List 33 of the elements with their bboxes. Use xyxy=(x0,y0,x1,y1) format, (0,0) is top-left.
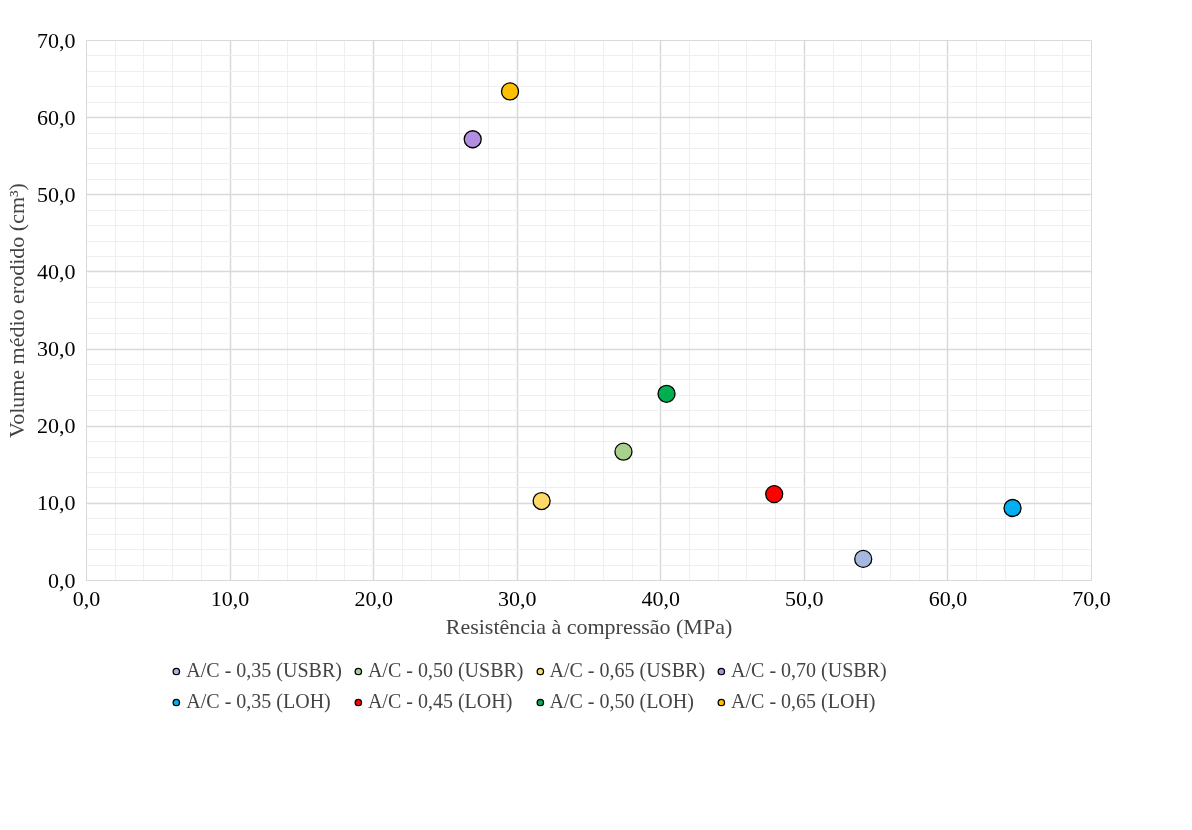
legend-label: A/C - 0,50 (LOH) xyxy=(549,690,694,713)
x-tick-label: 50,0 xyxy=(785,585,824,611)
y-tick-label: 30,0 xyxy=(37,336,76,362)
point xyxy=(614,442,633,461)
y-tick-label: 70,0 xyxy=(37,27,76,53)
point xyxy=(532,491,551,511)
x-tick-label: 20,0 xyxy=(354,585,393,611)
point xyxy=(1003,498,1022,518)
x-axis-title: Resistência à compressão (MPa) xyxy=(445,613,733,639)
legend-label: A/C - 0,35 (LOH) xyxy=(186,690,331,713)
point xyxy=(657,384,676,403)
x-tick-label: 40,0 xyxy=(641,585,681,611)
x-tick-label: 60,0 xyxy=(928,585,968,611)
y-tick-label: 40,0 xyxy=(37,258,76,284)
y-tick-label: 50,0 xyxy=(37,181,76,207)
point xyxy=(463,130,482,149)
y-tick-label: 0,0 xyxy=(48,567,76,593)
y-tick-label: 60,0 xyxy=(37,104,76,130)
legend-label: A/C - 0,65 (USBR) xyxy=(549,659,706,682)
legend-label: A/C - 0,35 (USBR) xyxy=(186,659,342,682)
y-tick-label: 10,0 xyxy=(37,490,76,516)
legend-label: A/C - 0,50 (USBR) xyxy=(367,659,524,682)
point xyxy=(500,82,520,101)
x-tick-label: 30,0 xyxy=(497,585,537,611)
x-tick-label: 10,0 xyxy=(210,585,250,611)
y-axis-title: Volume médio erodido (cm³) xyxy=(4,183,29,438)
y-tick-label: 20,0 xyxy=(37,413,76,439)
legend-label: A/C - 0,70 (USBR) xyxy=(731,659,887,682)
point xyxy=(854,549,873,569)
point xyxy=(765,484,784,504)
x-tick-label: 70,0 xyxy=(1072,585,1111,611)
legend-label: A/C - 0,45 (LOH) xyxy=(367,690,513,713)
legend-label: A/C - 0,65 (LOH) xyxy=(731,690,876,713)
